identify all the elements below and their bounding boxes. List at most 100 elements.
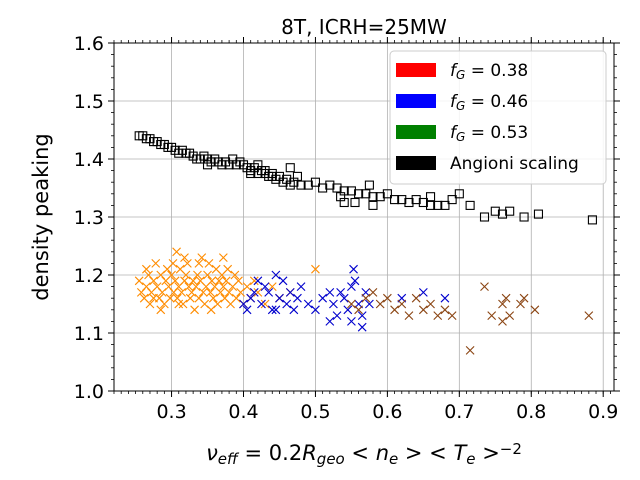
data-point-x (165, 293, 175, 303)
data-point-x (257, 299, 266, 309)
data-point-x (197, 253, 207, 262)
data-point-x (404, 311, 414, 320)
data-point-x (177, 288, 187, 297)
data-point-square (350, 197, 360, 208)
y-tick-label: 1.0 (74, 381, 104, 403)
x-axis-label: νeff = 0.2Rgeo < ne > < Te >−2 (206, 440, 522, 468)
data-point-square (454, 189, 464, 199)
data-point-x (182, 259, 192, 268)
legend-swatch (396, 156, 436, 170)
chart-title: 8T, ICRH=25MW (281, 15, 447, 39)
data-point-x (271, 270, 281, 280)
data-point-square (336, 192, 346, 202)
data-point-square (425, 192, 436, 202)
data-point-x (141, 264, 151, 274)
data-point-square (390, 195, 400, 205)
y-tick-label: 1.6 (74, 33, 104, 55)
data-point-x (418, 288, 428, 297)
data-point-x (487, 311, 497, 320)
x-tick-label: 0.8 (516, 401, 546, 423)
legend-box (389, 50, 607, 185)
data-point-x (218, 253, 228, 262)
data-point-x (249, 276, 259, 286)
data-point-x (253, 288, 263, 297)
data-point-x (204, 259, 214, 268)
data-point-square (397, 195, 407, 205)
data-point-x (264, 288, 274, 297)
series-angioni-scaling (134, 131, 597, 225)
data-point-x (275, 293, 284, 303)
data-point-x (234, 276, 243, 286)
data-point-square (202, 160, 213, 170)
data-point-x (149, 293, 158, 303)
data-point-x (516, 299, 525, 309)
data-point-x (181, 270, 191, 280)
x-tick-label: 0.9 (588, 401, 618, 423)
data-point-x (498, 317, 507, 326)
data-point-square (368, 200, 378, 210)
data-point-x (426, 299, 435, 309)
data-point-x (365, 299, 374, 309)
data-point-x (242, 282, 252, 291)
data-point-x (311, 305, 320, 315)
data-point-x (267, 305, 277, 315)
legend-swatch (396, 63, 436, 77)
data-point-x (411, 293, 421, 303)
data-point-x (278, 276, 288, 286)
data-point-x (151, 259, 161, 268)
data-point-x (357, 311, 367, 320)
data-point-x (172, 247, 181, 257)
data-point-square (587, 215, 597, 225)
data-point-square (296, 180, 306, 190)
data-point-x (289, 305, 299, 315)
data-point-x (390, 305, 399, 315)
data-point-square (418, 197, 428, 208)
y-tick-label: 1.5 (74, 91, 104, 113)
data-point-x (375, 299, 385, 309)
data-point-x (168, 259, 178, 268)
data-point-square (382, 189, 392, 199)
data-point-x (223, 264, 233, 274)
x-tick-label: 0.6 (372, 401, 402, 423)
data-point-x (206, 288, 215, 297)
series-f-g-0-53 (347, 282, 594, 355)
data-point-x (418, 305, 428, 315)
data-point-x (184, 282, 194, 291)
data-point-x (584, 311, 594, 320)
data-point-x (149, 276, 158, 286)
data-point-square (447, 195, 457, 205)
y-tick-label: 1.4 (74, 149, 104, 171)
data-point-x (216, 288, 225, 297)
data-point-x (325, 317, 335, 326)
data-point-x (519, 293, 529, 303)
data-point-x (311, 264, 320, 274)
data-point-square (425, 200, 436, 210)
data-point-x (178, 299, 188, 309)
data-point-square (292, 171, 303, 181)
data-point-x (440, 293, 450, 303)
data-point-x (203, 270, 212, 280)
data-point-square (253, 160, 263, 170)
data-point-square (310, 177, 320, 187)
data-point-x (187, 288, 197, 297)
data-point-x (505, 311, 515, 320)
data-point-square (411, 195, 421, 205)
legend-swatch (396, 125, 436, 139)
legend-label: fG = 0.53 (450, 123, 528, 144)
data-point-x (174, 299, 184, 309)
data-point-square (505, 206, 515, 216)
data-point-x (180, 276, 189, 286)
data-point-x (447, 311, 457, 320)
data-point-square (433, 200, 443, 210)
data-point-x (318, 293, 328, 303)
axis-ticks: 0.3 0.4 0.5 0.6 0.7 0.8 0.9 1.0 1.1 1.2 1.3 1.4 1.5 1… (74, 33, 620, 423)
data-point-square (361, 189, 371, 199)
data-point-x (336, 288, 346, 297)
data-point-x (498, 299, 507, 309)
data-point-x (170, 276, 180, 286)
data-point-x (349, 264, 358, 274)
data-point-square (479, 212, 490, 222)
x-tick-label: 0.7 (444, 401, 474, 423)
data-point-x (156, 305, 166, 315)
